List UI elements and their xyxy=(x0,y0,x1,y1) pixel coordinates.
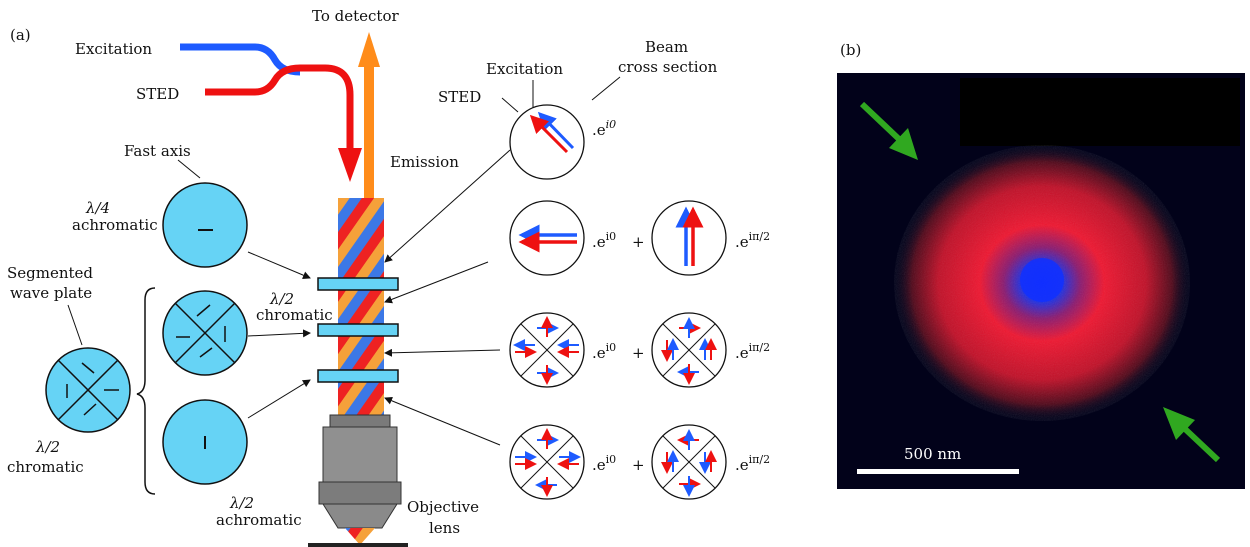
cross-section-circle-4 xyxy=(509,312,585,388)
excitation-input-label: Excitation xyxy=(75,40,152,58)
sted-arrow-label: STED xyxy=(438,88,481,106)
segmented-label-2: wave plate xyxy=(10,284,92,302)
sted-input-label: STED xyxy=(136,85,179,103)
beam-cross-leader xyxy=(591,76,621,101)
cross-section-circle-3 xyxy=(651,200,727,276)
emission-label: Emission xyxy=(390,153,459,171)
image-dark-patch xyxy=(960,78,1240,146)
emission-arrowhead xyxy=(358,32,380,67)
waveplate-1 xyxy=(317,277,399,291)
row3-pointer xyxy=(384,348,501,357)
fast-axis-leader xyxy=(177,159,201,179)
half-achromatic-pointer xyxy=(247,379,311,419)
phase-row2-plus: + xyxy=(632,233,645,251)
phase-row1-label: .ei0 xyxy=(592,118,616,139)
half-chromatic-mid-1: λ/2 xyxy=(269,290,294,308)
quarter-label-2: achromatic xyxy=(72,216,158,234)
phase-row4-right: .eiπ/2 xyxy=(735,453,770,474)
cross-section-circle-2 xyxy=(509,200,585,276)
beam-cross-label-1: Beam xyxy=(645,38,688,56)
panel-a: (a) To detector Excitation STED Objectiv… xyxy=(7,7,770,547)
cross-section-circle-1 xyxy=(509,104,585,180)
scale-bar-label: 500 nm xyxy=(904,445,961,463)
to-detector-label: To detector xyxy=(312,7,399,25)
emission-beam xyxy=(364,65,374,200)
pointer-arrow-bottom xyxy=(1163,407,1221,463)
beam-column xyxy=(338,198,384,428)
pointer-arrow-top xyxy=(859,101,918,160)
donut-center xyxy=(1020,258,1064,302)
scale-bar xyxy=(857,469,1019,474)
phase-row4-plus: + xyxy=(632,456,645,474)
panel-b-tag: (b) xyxy=(840,41,861,59)
row1-pointer xyxy=(384,149,511,263)
phase-row2-right: .eiπ/2 xyxy=(735,230,770,251)
quarter-pointer xyxy=(247,251,311,279)
waveplate-3 xyxy=(317,369,399,383)
excitation-arrow-label: Excitation xyxy=(486,60,563,78)
half-chromatic-left-1: λ/2 xyxy=(35,438,60,456)
cross-section-circle-5 xyxy=(651,312,727,388)
half-achromatic-label-1: λ/2 xyxy=(229,494,254,512)
quarter-wave-plate xyxy=(162,182,248,268)
cross-section-circle-6 xyxy=(509,424,585,500)
sted-beam xyxy=(205,64,354,150)
panel-a-tag: (a) xyxy=(10,26,31,44)
phase-row3-left: .ei0 xyxy=(592,341,616,362)
phase-row2-left: .ei0 xyxy=(592,230,616,251)
phase-row4-left: .ei0 xyxy=(592,453,616,474)
phase-row3-right: .eiπ/2 xyxy=(735,341,770,362)
panel-b: (b) 500 nm xyxy=(837,41,1245,489)
quarter-label-1: λ/4 xyxy=(85,199,110,217)
excitation-beam xyxy=(180,43,301,76)
cross-section-circle-7 xyxy=(651,424,727,500)
waveplate-2 xyxy=(317,323,399,337)
row2-pointer xyxy=(384,261,489,304)
sted-beam-arrowhead xyxy=(338,148,362,182)
objective-label-1: Objective xyxy=(407,498,479,516)
half-chromatic-mid-2: chromatic xyxy=(256,306,333,324)
half-achromatic-label-2: achromatic xyxy=(216,511,302,529)
row4-pointer xyxy=(384,396,501,446)
phase-row3-plus: + xyxy=(632,344,645,362)
fast-axis-label: Fast axis xyxy=(124,142,191,160)
segmented-leader xyxy=(67,304,83,346)
segmented-label-1: Segmented xyxy=(7,264,93,282)
half-chromatic-left-2: chromatic xyxy=(7,458,84,476)
objective-lens xyxy=(308,414,408,547)
beam-cross-label-2: cross section xyxy=(618,58,718,76)
objective-label-2: lens xyxy=(429,519,460,537)
grouping-brace xyxy=(136,287,156,495)
segmented-mid-pointer xyxy=(247,329,311,338)
